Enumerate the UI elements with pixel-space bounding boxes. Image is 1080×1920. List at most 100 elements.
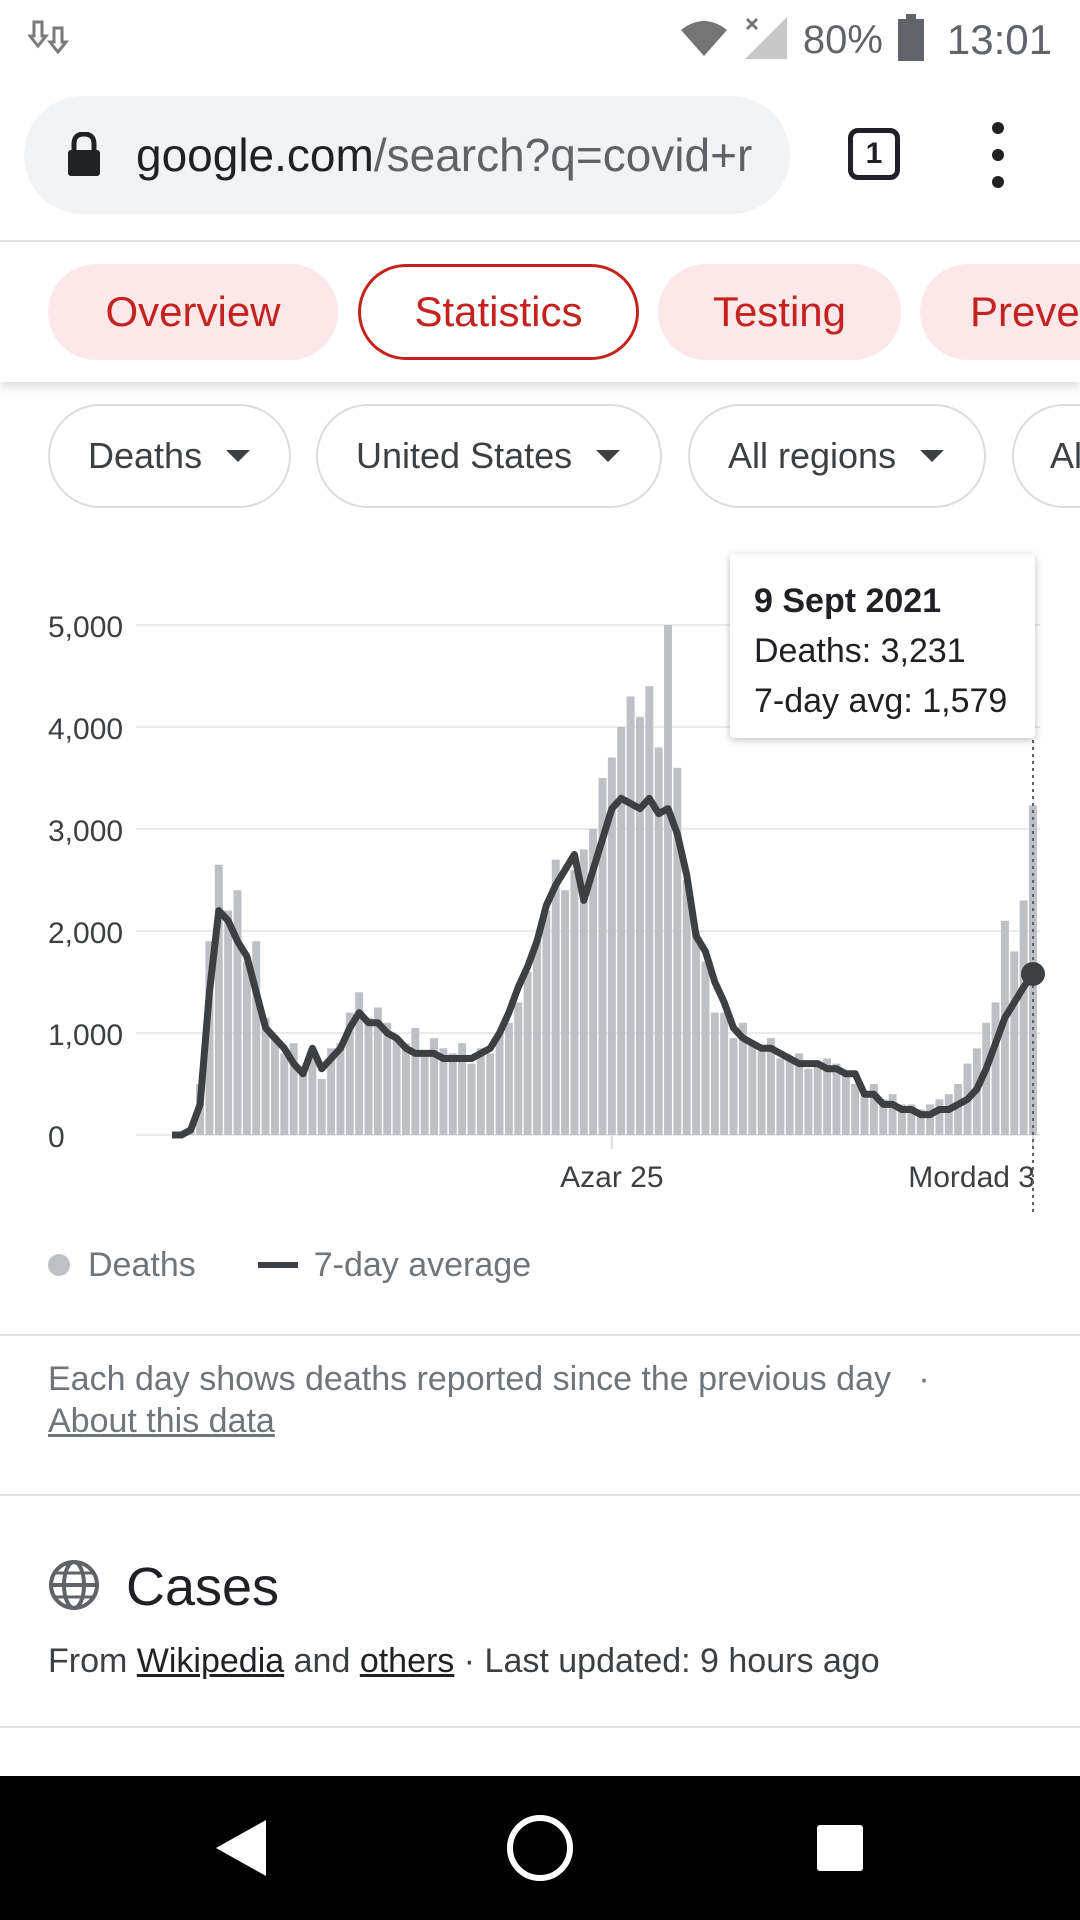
deaths-bar xyxy=(785,1058,794,1135)
deaths-bar xyxy=(542,910,551,1135)
deaths-bar xyxy=(738,1022,747,1135)
deaths-bar xyxy=(476,1048,485,1135)
deaths-bar xyxy=(261,1017,270,1135)
deaths-bar xyxy=(308,1048,317,1135)
deaths-bar xyxy=(635,716,644,1135)
lock-icon xyxy=(66,129,106,181)
deaths-bar xyxy=(401,1043,410,1135)
deaths-bar xyxy=(701,961,710,1135)
tab-prevention[interactable]: Preve xyxy=(920,264,1080,360)
deaths-bar xyxy=(1019,900,1028,1135)
deaths-bar xyxy=(795,1053,804,1135)
system-nav-bar xyxy=(0,1776,1080,1920)
wifi-icon xyxy=(679,18,729,63)
deaths-bar xyxy=(654,747,663,1135)
chart-legend: Deaths 7-day average xyxy=(48,1240,531,1290)
menu-dot-icon xyxy=(992,176,1004,188)
deaths-bar xyxy=(504,1022,513,1135)
deaths-bar xyxy=(860,1094,869,1135)
home-button[interactable] xyxy=(440,1776,640,1920)
deaths-bar xyxy=(355,992,364,1135)
y-tick-label: 2,000 xyxy=(48,917,123,950)
deaths-bar xyxy=(551,859,560,1135)
deaths-bar xyxy=(935,1099,944,1135)
deaths-bar xyxy=(869,1084,878,1135)
wikipedia-link[interactable]: Wikipedia xyxy=(136,1642,285,1680)
region-dropdown-label: All regions xyxy=(728,435,897,476)
menu-dot-icon xyxy=(992,122,1004,134)
deaths-bar xyxy=(289,1043,298,1135)
about-this-data-link[interactable]: About this data xyxy=(48,1402,275,1440)
divider xyxy=(0,1494,1080,1496)
deaths-bar xyxy=(813,1063,822,1135)
deaths-bar xyxy=(495,1033,504,1135)
recents-icon xyxy=(817,1825,863,1871)
y-axis-labels: 0 1,000 2,000 3,000 4,000 5,000 xyxy=(48,611,123,1154)
deaths-bar xyxy=(776,1058,785,1135)
tab-testing[interactable]: Testing xyxy=(658,264,901,360)
deaths-bar xyxy=(916,1109,925,1135)
deaths-bar xyxy=(851,1084,860,1135)
deaths-bar xyxy=(392,1038,401,1135)
deaths-bar xyxy=(926,1104,935,1135)
deaths-bar xyxy=(252,941,261,1135)
y-tick-label: 4,000 xyxy=(48,713,123,746)
y-tick-label: 5,000 xyxy=(48,611,123,644)
source-prefix: From xyxy=(48,1642,128,1680)
time-range-dropdown-label: Al xyxy=(1050,435,1080,476)
deaths-bar xyxy=(954,1084,963,1135)
deaths-bar xyxy=(982,1022,991,1135)
country-dropdown[interactable]: United States xyxy=(316,404,662,508)
back-button[interactable] xyxy=(140,1776,340,1920)
tooltip-average: 7-day avg: 1,579 xyxy=(754,682,1008,720)
x-axis-labels: Azar 25 Mordad 3 xyxy=(560,1135,1035,1194)
url-text: google.com/search?q=covid+r xyxy=(136,128,776,182)
region-dropdown[interactable]: All regions xyxy=(688,404,986,508)
caret-down-icon xyxy=(596,450,621,462)
tab-overview[interactable]: Overview xyxy=(48,264,338,360)
deaths-chart[interactable]: 0 1,000 2,000 3,000 4,000 5,000 Azar 25 Mordad… xyxy=(0,540,1080,1220)
tab-switcher-button[interactable]: 1 xyxy=(848,128,900,180)
caret-down-icon xyxy=(226,450,251,462)
y-tick-label: 0 xyxy=(48,1121,65,1154)
url-domain: google.com xyxy=(136,129,374,181)
deaths-bar xyxy=(617,727,626,1135)
deaths-bar xyxy=(664,625,672,1135)
overflow-menu-button[interactable] xyxy=(978,122,1018,188)
menu-dot-icon xyxy=(992,149,1004,161)
cases-source: From Wikipedia and others · Last updated… xyxy=(48,1642,880,1681)
deaths-bar xyxy=(280,1053,289,1135)
last-updated: · Last updated: 9 hours ago xyxy=(463,1642,880,1680)
metric-dropdown[interactable]: Deaths xyxy=(48,404,291,508)
x-tick-label: Mordad 3 xyxy=(908,1161,1035,1194)
legend-deaths-label: Deaths xyxy=(88,1245,196,1284)
globe-icon xyxy=(48,1559,100,1616)
address-bar[interactable]: google.com/search?q=covid+r xyxy=(24,96,790,214)
data-note: Each day shows deaths reported since the… xyxy=(48,1358,1048,1442)
deaths-legend-dot-icon xyxy=(48,1254,70,1276)
recents-button[interactable] xyxy=(740,1776,940,1920)
home-icon xyxy=(507,1815,573,1881)
others-link[interactable]: others xyxy=(359,1642,455,1680)
tab-statistics[interactable]: Statistics xyxy=(358,264,639,360)
topic-tabs: Overview Statistics Testing Preve xyxy=(0,242,1080,382)
average-line-layer xyxy=(172,794,1036,1139)
deaths-bar xyxy=(205,941,214,1135)
deaths-bar xyxy=(486,1053,495,1135)
hover-point xyxy=(1021,961,1045,986)
deaths-bar xyxy=(579,849,588,1135)
y-tick-label: 3,000 xyxy=(48,815,123,848)
divider xyxy=(0,1726,1080,1728)
average-legend-line-icon xyxy=(257,1262,298,1268)
deaths-bar xyxy=(645,686,654,1135)
status-bar: 80% 13:01 xyxy=(0,0,1080,80)
deaths-bar xyxy=(841,1073,850,1135)
time-range-dropdown[interactable]: Al xyxy=(1012,404,1080,508)
deaths-bar xyxy=(345,1012,354,1135)
legend-average-label: 7-day average xyxy=(313,1245,532,1284)
deaths-bar xyxy=(233,890,242,1135)
deaths-bar xyxy=(299,1073,307,1135)
data-note-text: Each day shows deaths reported since the… xyxy=(48,1360,891,1398)
deaths-bar xyxy=(458,1043,467,1135)
deaths-bar xyxy=(804,1068,813,1135)
